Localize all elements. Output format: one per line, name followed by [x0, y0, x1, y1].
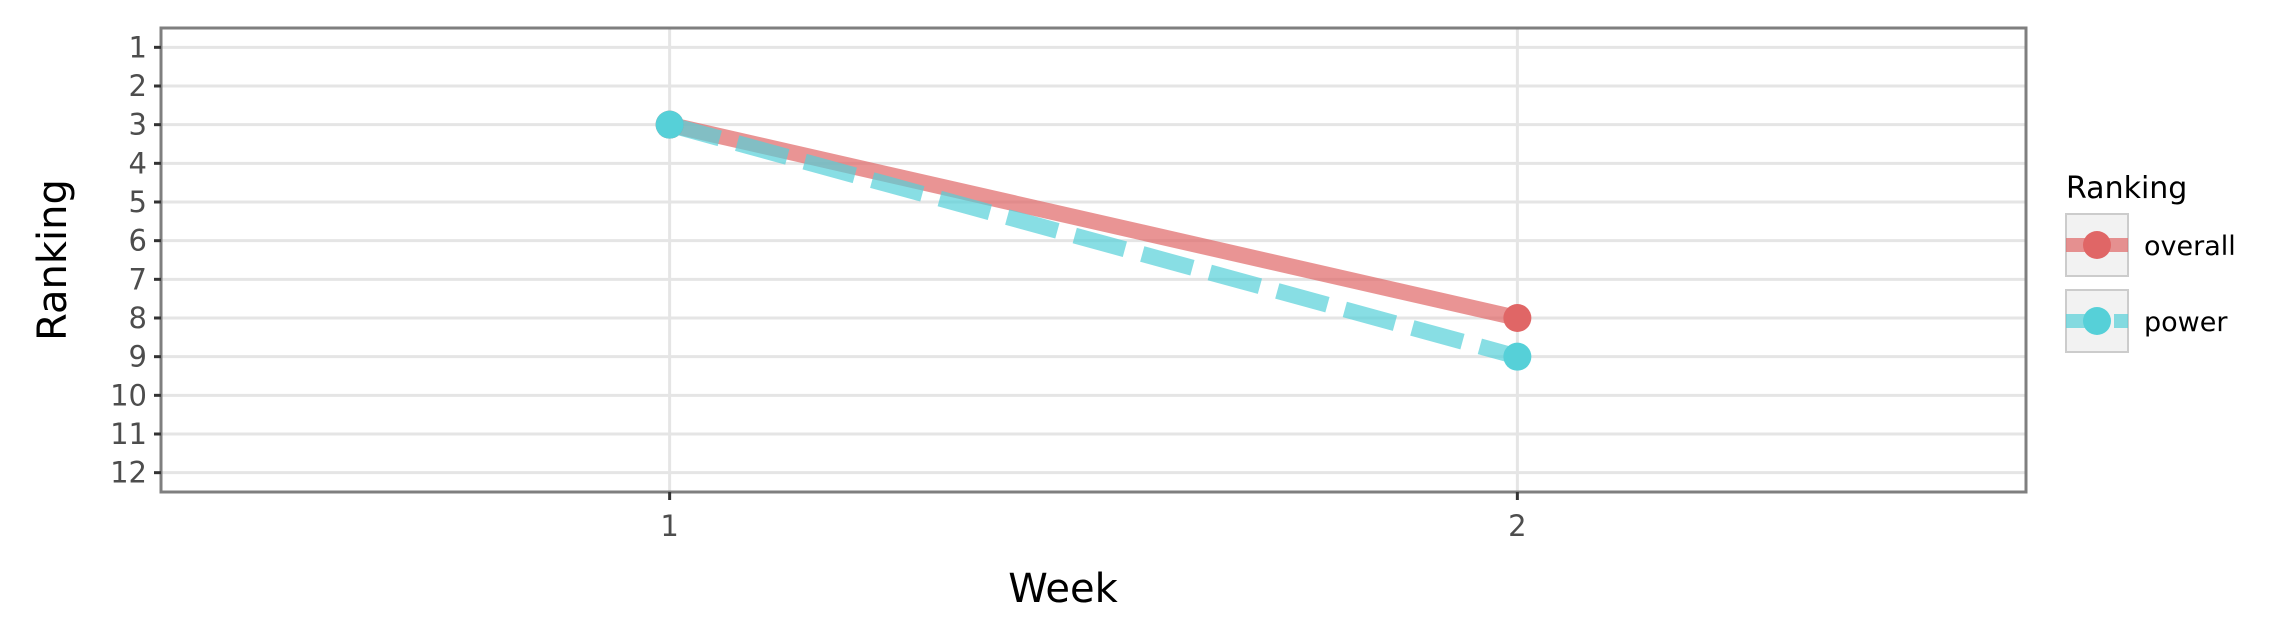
- y-tick-label: 12: [110, 456, 147, 490]
- series-line-power: [667, 116, 1520, 365]
- y-tick-label: 9: [129, 340, 147, 374]
- legend-label: power: [2144, 307, 2228, 338]
- legend-item-power: power: [2065, 289, 2228, 353]
- y-tick-label: 7: [129, 262, 147, 296]
- plot-border: [159, 26, 2028, 494]
- legend-item-overall: overall: [2065, 213, 2236, 277]
- legend: Ranking overall power: [2065, 171, 2236, 353]
- point-power: [655, 110, 684, 139]
- y-tick-label: 10: [110, 378, 147, 412]
- y-tick-label: 4: [129, 146, 147, 180]
- y-tick-label: 1: [129, 30, 147, 64]
- x-tick-label: 2: [1508, 509, 1526, 543]
- y-axis-title: Ranking: [30, 179, 76, 341]
- y-tick-label: 2: [129, 69, 147, 103]
- point-power: [1503, 342, 1532, 371]
- legend-key-point: [2083, 231, 2111, 259]
- x-tick-label: 1: [660, 509, 678, 543]
- point-overall: [1503, 304, 1532, 332]
- y-tick-label: 11: [110, 417, 147, 451]
- legend-key-point: [2083, 307, 2111, 335]
- y-tick-label: 6: [129, 224, 147, 258]
- y-tick-label: 3: [129, 108, 147, 142]
- series-layer: [655, 110, 1532, 371]
- plot-panel: [161, 28, 2026, 492]
- legend-label: overall: [2144, 231, 2236, 262]
- y-tick-label: 5: [129, 185, 147, 219]
- x-axis-title: Week: [1008, 566, 1118, 612]
- legend-title: Ranking: [2066, 171, 2187, 206]
- vertical-gridlines: [668, 28, 1519, 492]
- y-tick-label: 8: [129, 301, 147, 335]
